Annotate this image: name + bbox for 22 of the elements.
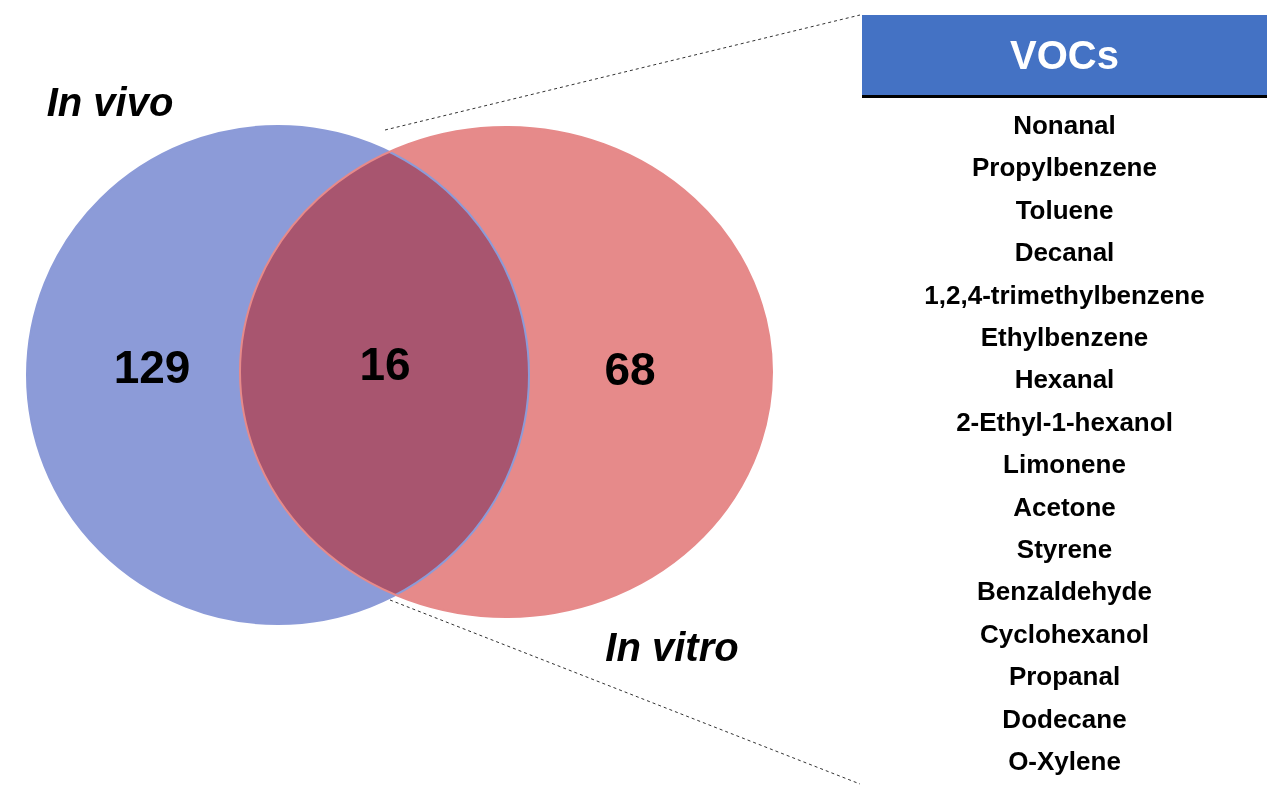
text: O-Xylene <box>1007 745 1122 779</box>
category-label: In vivo <box>46 80 174 125</box>
text: Dodecane <box>1001 702 1128 736</box>
text: 2-Ethyl-1-hexanol <box>955 405 1174 439</box>
text: Benzaldehyde <box>976 575 1153 609</box>
text: Nonanal <box>1012 109 1117 142</box>
text: Decanal <box>1013 236 1116 270</box>
text: VOCs <box>862 15 1267 98</box>
text: Ethylbenzene <box>979 321 1150 355</box>
text: Limonene <box>1002 448 1127 482</box>
text: Styrene <box>1015 533 1114 567</box>
data-label: 68 <box>604 342 656 395</box>
data-label: 16 <box>359 337 411 390</box>
category-label: In vitro <box>605 625 739 670</box>
text: Acetone <box>1012 490 1117 524</box>
text: 1,2,4-trimethylbenzene <box>923 278 1206 312</box>
text: Hexanal <box>1013 363 1116 397</box>
text: Toluene <box>1014 193 1115 227</box>
text: Cyclohexanol <box>978 617 1151 651</box>
text: Propanal <box>1007 660 1122 694</box>
data-label: 129 <box>113 340 191 393</box>
text: Propylbenzene <box>971 151 1158 185</box>
